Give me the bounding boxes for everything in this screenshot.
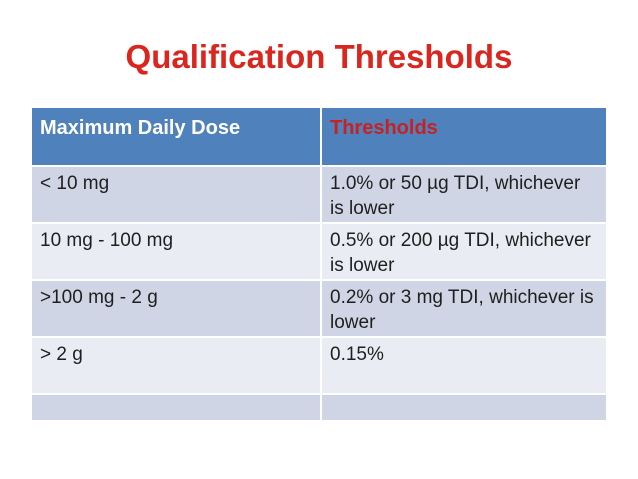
dose-cell: >100 mg - 2 g xyxy=(32,281,320,336)
table-row: >100 mg - 2 g 0.2% or 3 mg TDI, whicheve… xyxy=(32,281,606,336)
table-row: > 2 g 0.15% xyxy=(32,338,606,393)
threshold-cell: 1.0% or 50 µg TDI, whichever is lower xyxy=(322,167,606,222)
threshold-cell: 0.5% or 200 µg TDI, whichever is lower xyxy=(322,224,606,279)
threshold-cell: 0.15% xyxy=(322,338,606,393)
slide-title: Qualification Thresholds xyxy=(125,38,513,75)
dose-cell: 10 mg - 100 mg xyxy=(32,224,320,279)
dose-cell xyxy=(32,395,320,420)
threshold-cell: 0.2% or 3 mg TDI, whichever is lower xyxy=(322,281,606,336)
threshold-cell xyxy=(322,395,606,420)
table-row: 10 mg - 100 mg 0.5% or 200 µg TDI, which… xyxy=(32,224,606,279)
table-header-row: Maximum Daily Dose Thresholds xyxy=(32,108,606,165)
dose-cell: > 2 g xyxy=(32,338,320,393)
table-row: < 10 mg 1.0% or 50 µg TDI, whichever is … xyxy=(32,167,606,222)
table-header-thresholds: Thresholds xyxy=(322,108,606,165)
thresholds-table: Maximum Daily Dose Thresholds < 10 mg 1.… xyxy=(30,106,608,422)
table-header-dose: Maximum Daily Dose xyxy=(32,108,320,165)
table-row-empty xyxy=(32,395,606,420)
dose-cell: < 10 mg xyxy=(32,167,320,222)
